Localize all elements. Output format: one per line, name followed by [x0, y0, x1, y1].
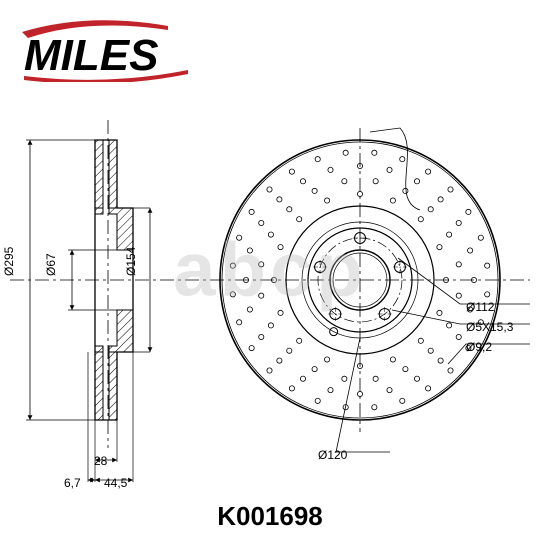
dim-label-bolt_circle: Ø112 [466, 300, 494, 314]
part-number: K001698 [0, 501, 540, 532]
dim-label-hub_outer: Ø154 [124, 247, 138, 276]
dim-label-locator_ring: Ø120 [318, 448, 347, 462]
dim-label-perf_hole: Ø9,2 [466, 340, 492, 354]
dim-label-outer_diameter: Ø295 [2, 247, 16, 276]
side-view [26, 120, 150, 482]
technical-drawing [0, 0, 540, 540]
dim-label-hat_height: 44,5 [104, 476, 127, 490]
section-top [95, 140, 133, 250]
dim-label-hub_bore: Ø67 [44, 253, 58, 276]
dim-label-bolt_spec: Ø5X15,3 [466, 320, 513, 334]
dim-label-thickness: 28 [94, 454, 107, 468]
section-bottom [95, 310, 133, 420]
dim-label-edge_offset: 6,7 [64, 476, 81, 490]
page-root: MILES [0, 0, 540, 540]
